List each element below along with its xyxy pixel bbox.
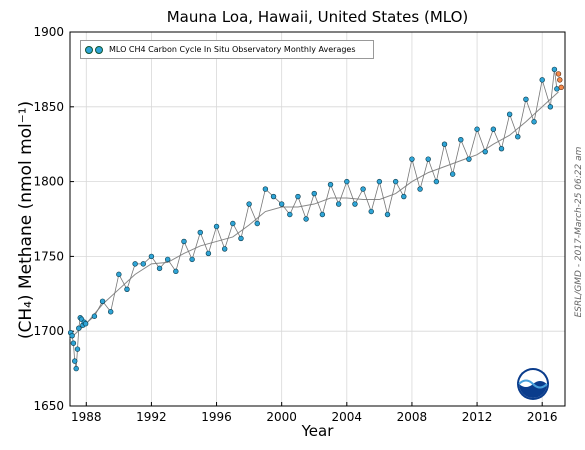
x-tick-label: 1992	[136, 410, 167, 424]
data-point	[70, 340, 77, 346]
y-tick-label: 1650	[33, 399, 64, 413]
data-point	[547, 104, 554, 110]
data-point	[254, 220, 260, 227]
data-point	[425, 156, 431, 162]
data-point	[482, 148, 488, 155]
y-tick-label: 1850	[33, 100, 64, 114]
data-point	[551, 66, 558, 73]
data-point	[287, 211, 293, 218]
data-point	[490, 126, 497, 132]
data-point	[368, 208, 374, 215]
data-point	[148, 253, 155, 260]
data-point	[523, 96, 529, 103]
x-tick-label: 2008	[397, 410, 428, 424]
legend-marker-icon	[85, 45, 93, 54]
data-point	[82, 321, 89, 327]
data-point	[311, 190, 317, 197]
data-point	[360, 186, 366, 192]
x-tick-label: 2016	[527, 410, 558, 424]
data-point	[76, 325, 82, 331]
data-point	[327, 181, 334, 188]
data-point	[474, 126, 480, 132]
data-point	[401, 193, 407, 200]
data-point	[295, 193, 301, 200]
y-tick-label: 1900	[33, 25, 64, 39]
data-point	[392, 178, 399, 185]
recent-data-point	[557, 77, 563, 83]
data-point	[164, 256, 171, 263]
data-point	[506, 111, 513, 117]
data-point	[319, 211, 326, 218]
data-point	[74, 346, 81, 352]
data-point	[352, 201, 358, 207]
legend: MLO CH4 Carbon Cycle In Situ Observatory…	[80, 40, 374, 59]
data-point	[262, 186, 269, 192]
data-point	[230, 220, 236, 227]
data-point	[458, 137, 464, 143]
data-point	[69, 332, 75, 339]
data-point	[498, 145, 505, 152]
data-point	[197, 229, 203, 236]
data-point	[441, 141, 448, 147]
data-point	[409, 156, 415, 162]
data-point	[303, 216, 309, 222]
x-tick-label: 1996	[201, 410, 232, 424]
plot-frame	[69, 31, 566, 407]
x-axis-label: Year	[301, 422, 334, 440]
data-point	[449, 171, 456, 177]
data-point	[108, 309, 114, 315]
data-point	[116, 271, 122, 278]
data-point	[73, 365, 79, 372]
data-point	[433, 178, 440, 185]
data-point	[91, 313, 98, 319]
data-point	[156, 265, 163, 272]
plot-border	[69, 31, 566, 407]
data-point	[466, 156, 472, 162]
recent-data-point	[558, 84, 564, 91]
x-tick-label: 1988	[71, 410, 102, 424]
data-point	[539, 77, 545, 83]
data-point	[246, 201, 252, 207]
data-point	[335, 201, 342, 207]
data-point	[417, 186, 423, 192]
data-point	[173, 268, 179, 275]
y-tick-label: 1700	[33, 324, 64, 338]
data-point	[531, 119, 537, 125]
data-point	[344, 178, 350, 185]
recent-data-point	[555, 71, 562, 77]
data-point	[124, 286, 130, 293]
data-point	[132, 261, 138, 267]
data-point	[213, 223, 220, 230]
legend-label: MLO CH4 Carbon Cycle In Situ Observatory…	[109, 45, 356, 54]
data-point	[554, 86, 560, 92]
data-point	[72, 358, 78, 364]
data-point	[221, 246, 228, 252]
data-point	[384, 211, 391, 218]
noaa-logo-icon	[517, 368, 549, 400]
trend-line	[69, 91, 559, 340]
data-point	[140, 261, 146, 267]
data-point	[270, 193, 277, 200]
x-tick-label: 2000	[266, 410, 297, 424]
chart-title: Mauna Loa, Hawaii, United States (MLO)	[166, 8, 469, 26]
x-tick-label: 2012	[462, 410, 493, 424]
data-point	[205, 250, 212, 257]
data-point	[376, 178, 383, 185]
y-tick-label: 1800	[33, 175, 64, 189]
data-point	[238, 235, 244, 242]
data-point	[181, 238, 187, 245]
data-point	[99, 298, 106, 304]
x-tick-label: 2004	[332, 410, 363, 424]
data-point	[515, 134, 521, 140]
data-point	[189, 256, 195, 263]
y-tick-label: 1750	[33, 249, 64, 263]
legend-marker-icon-2	[95, 45, 103, 54]
data-point	[278, 201, 285, 207]
